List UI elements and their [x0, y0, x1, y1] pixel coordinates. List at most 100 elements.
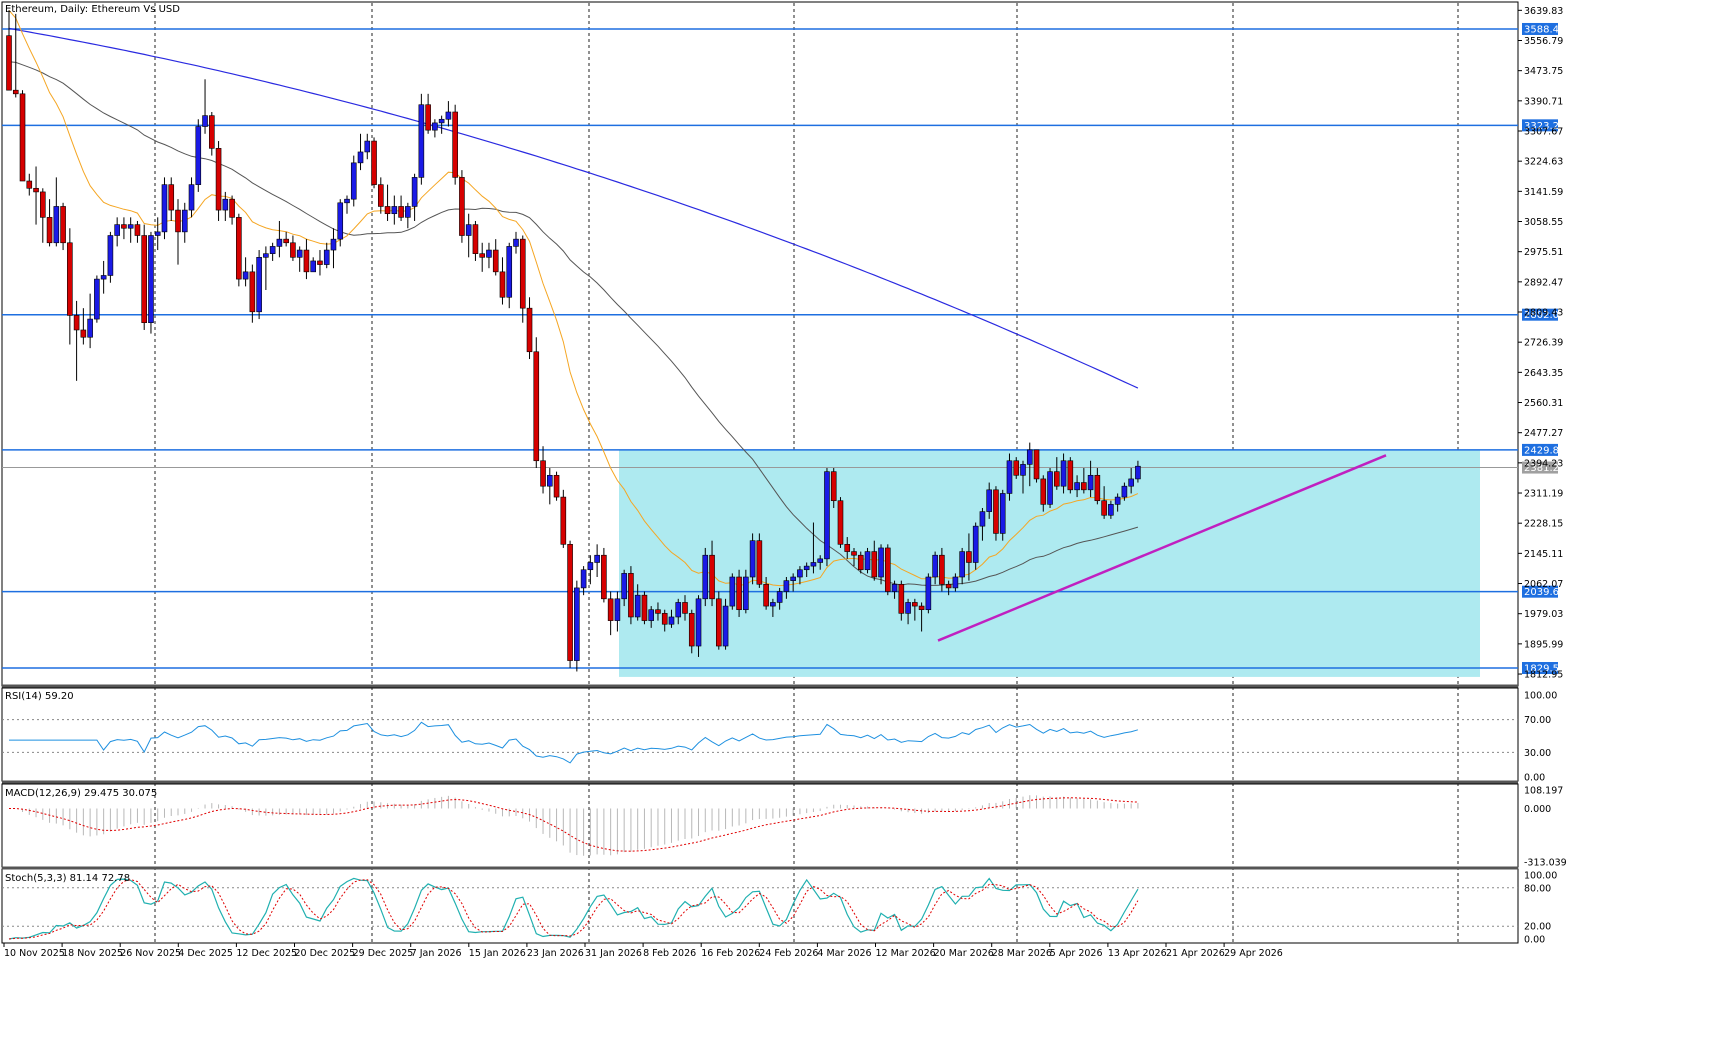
candle-body [972, 525, 979, 563]
candle-body [506, 246, 513, 298]
candle [1135, 460, 1141, 483]
candle-body [519, 238, 526, 309]
candle-body [256, 257, 262, 313]
candle-body [60, 206, 66, 244]
candle-body [290, 242, 296, 258]
candle-body [715, 598, 722, 647]
candle-body [932, 554, 938, 578]
candle-body [533, 351, 540, 462]
candle [371, 137, 377, 189]
candle [986, 482, 993, 519]
candle [276, 220, 283, 258]
candle-body [628, 573, 634, 618]
candle-body [614, 598, 621, 621]
stoch-label: Stoch(5,3,3) 81.14 72.78 [5, 873, 130, 884]
candle-body [465, 224, 472, 236]
price-tick-label-16: 2311.19 [1524, 489, 1563, 500]
candle-body [337, 202, 344, 240]
candle-body [479, 253, 486, 258]
level-tag-text-3: 2429.85 [1524, 445, 1565, 456]
candle [215, 141, 222, 221]
macd-axis-label-1: 0.000 [1524, 804, 1551, 815]
candle-body [472, 224, 479, 254]
candle-body [296, 249, 303, 258]
candle [560, 489, 567, 548]
panel-frames [1, 1, 1519, 944]
rsi-panel: 100.00 70.00 30.00 0.00 [2, 691, 1557, 784]
candle-body [249, 271, 256, 313]
stoch-axis-label-1: 80.00 [1524, 883, 1551, 894]
candle [350, 155, 357, 207]
candle-body [350, 162, 357, 200]
candle-body [1013, 460, 1020, 476]
candle [722, 598, 729, 650]
candle-body [1067, 460, 1074, 491]
candle-body [148, 235, 154, 324]
candle-body [607, 598, 614, 621]
candle-body [871, 551, 878, 578]
price-tick-label-20: 1979.03 [1524, 609, 1563, 620]
candle [519, 235, 526, 323]
candle [999, 489, 1006, 541]
candle-body [797, 569, 803, 578]
candle [222, 191, 229, 221]
candle-body [918, 605, 925, 611]
candle-body [154, 231, 161, 236]
candle [614, 591, 621, 632]
candle [844, 537, 851, 559]
candle [141, 224, 147, 330]
price-tick-label-4: 3307.67 [1524, 127, 1563, 138]
candle [857, 551, 864, 574]
candle [749, 533, 756, 585]
current-price-tag-text: 2381.28 [1524, 463, 1565, 474]
candle-body [242, 271, 249, 280]
candle-body [107, 235, 114, 276]
candle [736, 569, 742, 617]
candle-body [993, 489, 999, 534]
candle-body [39, 191, 46, 218]
candle [283, 231, 289, 247]
candle [229, 195, 235, 225]
level-tag-text-0: 3588.49 [1524, 24, 1565, 35]
candle-body [195, 126, 202, 185]
candle-body [1128, 478, 1134, 487]
time-tick-label-17: 28 Mar 2026 [992, 948, 1052, 959]
candle-body [803, 565, 810, 571]
candle [810, 522, 817, 574]
candle [256, 250, 262, 320]
price-tick-label-3: 3390.71 [1524, 96, 1563, 107]
rsi-label: RSI(14) 59.20 [5, 691, 74, 702]
candle-body [1087, 474, 1094, 491]
candle [695, 595, 702, 657]
candle [1020, 460, 1026, 494]
candle-body [770, 602, 776, 607]
level-tag-text-2: 2802.06 [1524, 310, 1565, 321]
candle [405, 202, 411, 229]
candle-body [303, 249, 310, 273]
candle [1074, 475, 1080, 498]
price-tick-label-21: 1895.99 [1524, 639, 1563, 650]
candle [871, 540, 878, 581]
candle [546, 468, 553, 505]
macd-signal-line [9, 797, 1138, 852]
candle-body [891, 583, 898, 592]
candle [303, 239, 310, 280]
candle [1114, 493, 1121, 512]
price-tick-label-18: 2145.11 [1524, 549, 1563, 560]
candle-body [1081, 482, 1087, 491]
candle [1121, 482, 1128, 501]
candle [114, 217, 120, 247]
candle-body [1108, 504, 1114, 516]
candle [1013, 457, 1020, 479]
candle-body [391, 206, 398, 215]
candle [438, 115, 445, 134]
candle [1047, 468, 1053, 508]
candle [574, 580, 580, 672]
candle [783, 577, 790, 599]
candle-body [121, 224, 127, 229]
level-tag-0 [1522, 22, 1558, 35]
price-tick-label-12: 2643.35 [1524, 368, 1563, 379]
candle [607, 591, 614, 636]
candle-body [945, 583, 952, 589]
